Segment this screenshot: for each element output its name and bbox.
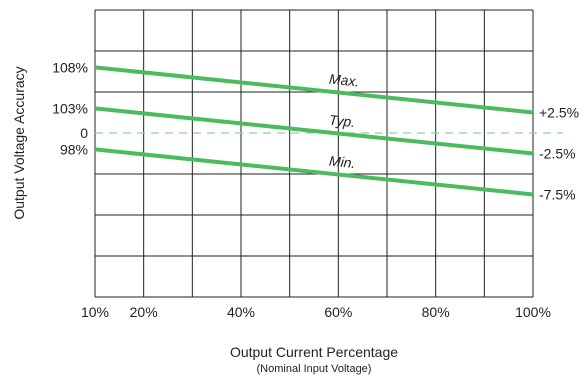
x-tick-label: 10% xyxy=(81,304,109,320)
x-tick-label: 80% xyxy=(422,304,450,320)
y-tick-label-left: 108% xyxy=(52,59,88,75)
x-tick-label: 40% xyxy=(227,304,255,320)
y-tick-label-right: +2.5% xyxy=(539,105,579,121)
y-tick-label-right: -2.5% xyxy=(539,146,576,162)
series-label: Typ. xyxy=(328,112,356,131)
x-tick-label: 60% xyxy=(324,304,352,320)
y-axis-label: Output Voltage Accuracy xyxy=(11,66,27,219)
series-group: Max. Typ. Min. xyxy=(94,65,534,197)
series-label: Min. xyxy=(328,153,356,172)
y-tick-label-left: 0 xyxy=(80,125,88,141)
series-line xyxy=(94,106,534,156)
series-line xyxy=(94,147,534,197)
series-label: Max. xyxy=(328,71,360,90)
x-tick-label: 100% xyxy=(515,304,551,320)
x-axis-label: Output Current Percentage xyxy=(230,344,398,360)
y-tick-label-left: 98% xyxy=(60,141,88,157)
x-ticks: 10% 20% 40% 60% 80% 100% xyxy=(81,304,551,320)
y-ticks-left: 108% 103% 098% xyxy=(52,59,88,157)
grid xyxy=(94,9,534,298)
y-tick-label-left: 103% xyxy=(52,100,88,116)
x-axis-sublabel: (Nominal Input Voltage) xyxy=(257,363,372,375)
y-tick-label-right: -7.5% xyxy=(539,187,576,203)
series-line xyxy=(94,65,534,115)
x-tick-label: 20% xyxy=(130,304,158,320)
y-ticks-right: +2.5% -2.5% -7.5% xyxy=(539,105,579,203)
